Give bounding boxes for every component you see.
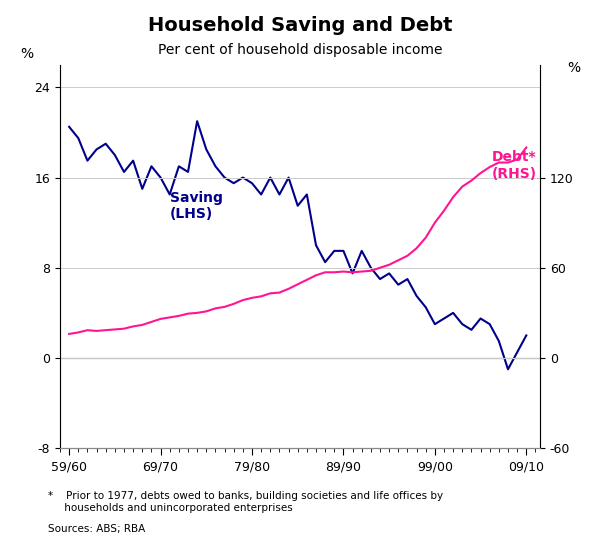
Text: Sources: ABS; RBA: Sources: ABS; RBA: [48, 524, 145, 534]
Text: Household Saving and Debt: Household Saving and Debt: [148, 16, 452, 35]
Text: Saving
(LHS): Saving (LHS): [170, 191, 223, 221]
Text: Debt*
(RHS): Debt* (RHS): [491, 151, 536, 181]
Y-axis label: %: %: [20, 47, 33, 61]
Y-axis label: %: %: [567, 61, 580, 75]
Text: Per cent of household disposable income: Per cent of household disposable income: [158, 43, 442, 57]
Text: *    Prior to 1977, debts owed to banks, building societies and life offices by
: * Prior to 1977, debts owed to banks, bu…: [48, 491, 443, 513]
